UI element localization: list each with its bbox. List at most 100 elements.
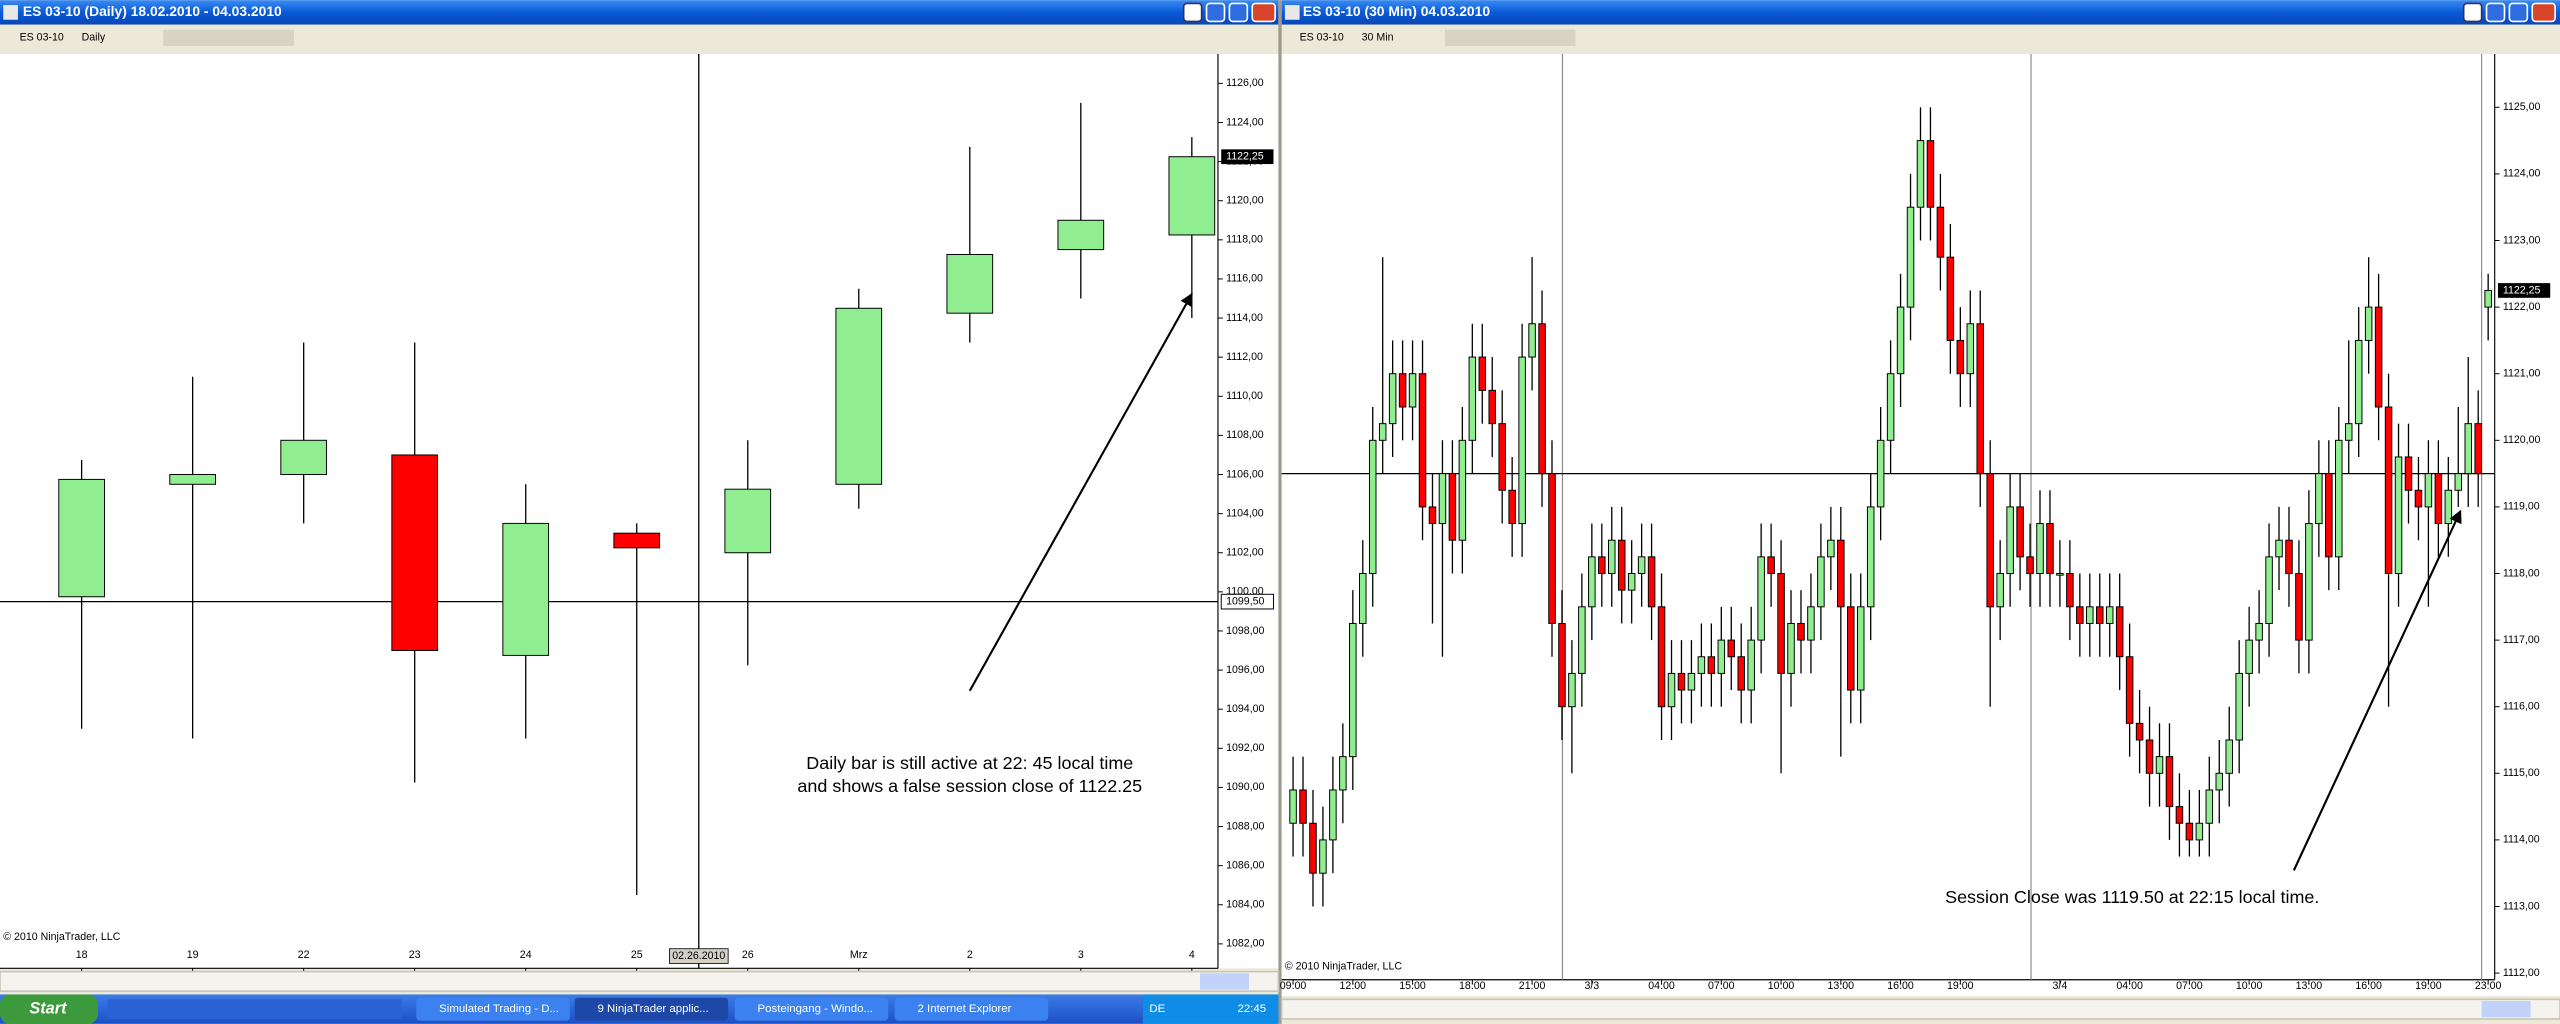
y-tick-label: 1119,00 bbox=[2503, 501, 2540, 513]
taskbar-button[interactable] bbox=[734, 997, 889, 1021]
candle-body bbox=[1368, 439, 1377, 574]
candle-body bbox=[1986, 473, 1994, 608]
taskbar-button[interactable] bbox=[416, 997, 570, 1021]
candle-body bbox=[502, 522, 550, 656]
last-price-label: 1122,25 bbox=[2503, 284, 2541, 296]
scroll-thumb[interactable] bbox=[1200, 973, 1249, 990]
y-tick-label: 1114,00 bbox=[1226, 312, 1263, 324]
candle-body bbox=[2076, 606, 2084, 624]
maximize-button[interactable] bbox=[2508, 2, 2529, 23]
candle-body bbox=[1996, 573, 2004, 608]
candle-body bbox=[1717, 639, 1726, 674]
tool-icons[interactable] bbox=[1444, 29, 1576, 46]
link-button[interactable] bbox=[1182, 2, 1203, 23]
candle-body bbox=[2295, 573, 2303, 641]
interval-selector[interactable]: Daily bbox=[82, 32, 106, 44]
candle-body bbox=[1408, 373, 1417, 408]
crosshair-box bbox=[668, 948, 729, 964]
scrollbar[interactable] bbox=[0, 970, 1280, 993]
x-tick-label: 4 bbox=[1189, 949, 1195, 961]
candle-body bbox=[1637, 556, 1646, 574]
y-tick-label: 1102,00 bbox=[1226, 547, 1264, 559]
candle-body bbox=[2125, 656, 2134, 724]
candle-body bbox=[1568, 672, 1576, 708]
annotation: Daily bar is still active at 22: 45 loca… bbox=[806, 753, 1133, 773]
copyright: © 2010 NinjaTrader, LLC bbox=[3, 931, 120, 943]
candle-body bbox=[2215, 772, 2224, 791]
link-button[interactable] bbox=[2462, 2, 2483, 23]
last-price-marker bbox=[1221, 149, 1274, 165]
x-tick-label: 25 bbox=[631, 949, 643, 961]
candle-body bbox=[1168, 156, 1216, 236]
x-tick-label: 3/3 bbox=[1584, 980, 1599, 992]
candle-body bbox=[1837, 539, 1845, 608]
candle-body bbox=[1458, 439, 1467, 541]
taskbar: Start DE 22:45 Simulated Trading - D... 9… bbox=[0, 994, 1279, 1024]
candle-body bbox=[1319, 839, 1327, 874]
candle-body bbox=[391, 454, 439, 652]
candle-body bbox=[2384, 406, 2393, 574]
price-axis bbox=[2494, 54, 2560, 997]
candle-body bbox=[2056, 573, 2064, 576]
candle-body bbox=[1478, 356, 1487, 391]
x-tick-label: 07:00 bbox=[1708, 980, 1735, 992]
chart: 1112,00 1113,00 1114,00 1115,00 1116,00 1117,… bbox=[1280, 54, 2560, 997]
y-tick-label: 1092,00 bbox=[1226, 742, 1264, 754]
candle-body bbox=[1817, 556, 1825, 608]
window-icon bbox=[3, 5, 18, 20]
candle-body bbox=[1886, 373, 1895, 441]
candle-body bbox=[1707, 656, 1716, 674]
tool-icons[interactable] bbox=[163, 29, 294, 46]
crosshair-label: 02.26.2010 bbox=[672, 950, 725, 962]
candle-body bbox=[1807, 606, 1815, 641]
window-title: ES 03-10 (30 Min) 04.03.2010 bbox=[1303, 3, 1491, 19]
x-tick-label: 04:00 bbox=[2116, 980, 2143, 992]
x-tick-label: 04:00 bbox=[1648, 980, 1675, 992]
taskbar-button[interactable] bbox=[574, 997, 729, 1021]
y-tick-label: 1123,00 bbox=[2503, 234, 2541, 246]
candle-body bbox=[1359, 573, 1367, 624]
quick-launch[interactable] bbox=[107, 999, 402, 1019]
candle-body bbox=[1797, 622, 1805, 641]
candle-body bbox=[2046, 523, 2054, 574]
y-tick-label: 1126,00 bbox=[1226, 77, 1264, 89]
candle-body bbox=[2245, 639, 2253, 674]
language-indicator[interactable]: DE bbox=[1149, 1003, 1165, 1015]
minimize-button[interactable] bbox=[1205, 2, 1226, 23]
start-label[interactable]: Start bbox=[29, 999, 67, 1017]
maximize-button[interactable] bbox=[1228, 2, 1249, 23]
candle-body bbox=[1647, 556, 1656, 608]
taskbar-button-label[interactable]: 9 NinjaTrader applic... bbox=[598, 1003, 709, 1015]
y-tick-label: 1116,00 bbox=[1226, 273, 1263, 285]
taskbar-button-label[interactable]: Simulated Trading - D... bbox=[439, 1003, 559, 1015]
candle-body bbox=[1329, 789, 1337, 841]
candle-body bbox=[2086, 606, 2094, 624]
taskbar-button-label[interactable]: 2 Internet Explorer bbox=[918, 1003, 1012, 1015]
interval-selector[interactable]: 30 Min bbox=[1362, 32, 1394, 44]
scroll-thumb[interactable] bbox=[2481, 1000, 2531, 1018]
x-tick-label: 24 bbox=[520, 949, 532, 961]
candle-body bbox=[2394, 456, 2403, 574]
instrument-selector[interactable]: ES 03-10 bbox=[1300, 32, 1344, 44]
candle-body bbox=[1598, 556, 1606, 574]
minimize-button[interactable] bbox=[2485, 2, 2506, 23]
taskbar-button[interactable] bbox=[894, 997, 1049, 1021]
candle-body bbox=[2145, 739, 2154, 774]
candle-body bbox=[1299, 789, 1307, 824]
x-tick-label: 07:00 bbox=[2176, 980, 2203, 992]
close-button[interactable] bbox=[1251, 2, 1276, 23]
y-tick-label: 1086,00 bbox=[1226, 859, 1264, 871]
candle-body bbox=[2265, 556, 2273, 624]
candle-body bbox=[1787, 622, 1795, 674]
candle-body bbox=[1657, 606, 1666, 708]
candle-body bbox=[2275, 539, 2283, 558]
taskbar-button-label[interactable]: Posteingang - Windo... bbox=[758, 1003, 873, 1015]
start-button[interactable] bbox=[0, 994, 98, 1024]
candle-body bbox=[1946, 256, 1955, 341]
scrollbar[interactable] bbox=[1280, 998, 2560, 1020]
close-button[interactable] bbox=[2531, 2, 2556, 23]
y-tick-label: 1094,00 bbox=[1226, 703, 1264, 715]
instrument-selector[interactable]: ES 03-10 bbox=[20, 32, 64, 44]
